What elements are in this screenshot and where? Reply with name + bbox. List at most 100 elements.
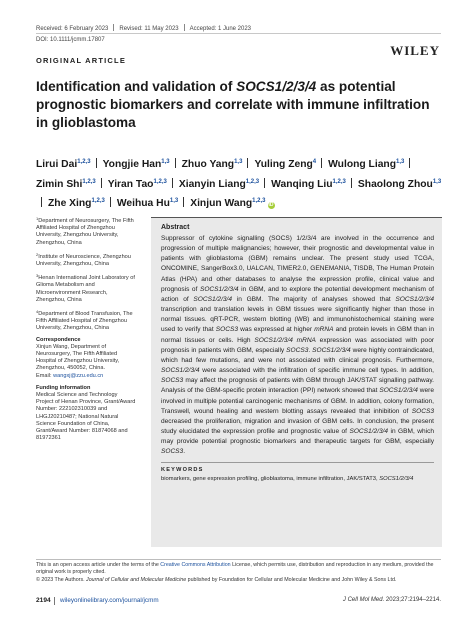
author-divider xyxy=(321,158,323,168)
affiliation-marker: 2 xyxy=(36,251,39,257)
author-name[interactable]: Zimin Shi xyxy=(36,178,83,190)
abstract-gene-term: SOCS3 xyxy=(215,326,238,334)
author-affiliation-marker: 1,3 xyxy=(234,159,243,165)
author-divider xyxy=(350,177,352,188)
keywords-text: biomarkers, gene expression profiling, g… xyxy=(161,475,434,483)
orcid-icon[interactable]: iD xyxy=(267,202,275,209)
author-affiliation-marker: 1,2,3 xyxy=(153,178,167,185)
author-divider xyxy=(247,158,249,168)
author-name[interactable]: Wulong Liang xyxy=(328,159,397,170)
author-entry: Wulong Liang1,3 xyxy=(328,159,404,170)
author-name[interactable]: Yuling Zeng xyxy=(254,159,313,170)
keywords-heading: KEYWORDS xyxy=(161,467,204,474)
abstract-gene-term: SOCS1/2/3/4 xyxy=(199,285,239,293)
author-name[interactable]: Lirui Dai xyxy=(36,159,78,170)
abstract-segment: in GBM, which may provide potential prog… xyxy=(161,427,434,446)
author-entry: Yongjie Han1,3 xyxy=(103,159,170,170)
abstract-gene-term: SOCS3 xyxy=(161,377,184,385)
affiliation-marker: 4 xyxy=(36,309,39,315)
affiliation-item: 1Department of Neurosurgery, The Fifth A… xyxy=(36,215,136,247)
journal-website-link[interactable]: wileyonlinelibrary.com/journal/jcmm xyxy=(60,597,159,604)
creative-commons-link[interactable]: Creative Commons Attribution xyxy=(160,562,231,568)
author-entry: Zhe Xing1,2,3 xyxy=(48,198,105,209)
abstract-segment: were associated with the infiltration of… xyxy=(199,367,434,375)
title-text: Identification and validation of xyxy=(36,79,237,94)
correspondence-block: Correspondence Xinjun Wang, Department o… xyxy=(36,337,136,380)
abstract-box: Abstract Suppressor of cytokine signalli… xyxy=(151,217,442,547)
author-affiliation-marker: 1,3 xyxy=(169,198,179,204)
author-affiliation-marker: 1,2,3 xyxy=(82,178,96,185)
author-name[interactable]: Shaolong Zhou xyxy=(357,178,433,190)
abstract-gene-term: SOCS1/2/3/4 xyxy=(193,295,232,303)
abstract-gene-term: SOCS1/2/3/4 xyxy=(379,387,418,395)
abstract-gene-term: SOCS1/2/3/4 mRNA xyxy=(254,336,316,344)
affiliation-text: Department of Neurosurgery, The Fifth Af… xyxy=(36,218,134,246)
correspondence-text: Xinjun Wang, Department of Neurosurgery,… xyxy=(36,343,120,372)
accepted-date: Accepted: 1 June 2023 xyxy=(189,26,252,32)
author-affiliation-marker: 1,2,3 xyxy=(91,198,105,204)
affiliation-marker: 1 xyxy=(36,216,39,221)
abstract-gene-term: SOCS1/2/3/4 xyxy=(161,367,200,375)
abstract-gene-term: SOCS1/2/3/4 xyxy=(312,346,351,354)
abstract-segment: and protein levels in GBM than in normal… xyxy=(161,326,434,344)
author-entry: Zimin Shi1,2,3 xyxy=(36,179,96,190)
affiliation-item: 3Henan International Joint Laboratory of… xyxy=(36,272,136,304)
author-entry: Shaolong Zhou1,3 xyxy=(358,179,441,190)
keywords-list: biomarkers, gene expression profiling, g… xyxy=(161,476,380,483)
author-entry: Xianyin Liang1,2,3 xyxy=(179,179,259,190)
abstract-segment: in GBM, and to explore the potential dev… xyxy=(161,285,434,303)
funding-heading: Funding information xyxy=(36,384,91,391)
copyright-text-end: published by Foundation for Cellular and… xyxy=(186,576,397,583)
author-entry: Yiran Tao1,2,3 xyxy=(108,179,167,190)
abstract-gene-term: mRNA xyxy=(314,326,334,334)
license-line1: This is an open access article under the… xyxy=(36,562,161,568)
author-name[interactable]: Yongjie Han xyxy=(102,159,162,170)
abstract-segment: in GBM. The majority of analyses showed … xyxy=(232,295,396,303)
footer-divider xyxy=(54,597,55,605)
author-entry: Yuling Zeng4 xyxy=(254,159,316,170)
affiliation-text: Henan International Joint Laboratory of … xyxy=(36,275,135,303)
copyright-text: © 2023 The Authors. xyxy=(36,576,87,583)
author-name[interactable]: Xinjun Wang xyxy=(190,198,253,209)
author-info-column: 1Department of Neurosurgery, The Fifth A… xyxy=(36,215,136,447)
abstract-gene-term: SOCS1/2/3/4 xyxy=(349,427,389,435)
abstract-segment: was expressed at higher xyxy=(237,326,315,334)
email-link[interactable]: wangxj@zzu.edu.cn xyxy=(53,372,104,379)
title-text-end: as potential prognostic biomarkers and c… xyxy=(36,79,430,130)
publication-dates: Received: 6 February 2023 Revised: 11 May… xyxy=(36,24,446,32)
author-divider xyxy=(41,197,42,207)
abstract-gene-term: SOCS3 xyxy=(411,407,434,415)
author-name[interactable]: Yiran Tao xyxy=(107,178,154,190)
revised-date: Revised: 11 May 2023 xyxy=(119,26,179,32)
author-name[interactable]: Zhe Xing xyxy=(48,198,92,209)
title-gene: SOCS1/2/3/4 xyxy=(236,79,317,94)
author-entry: Lirui Dai1,2,3 xyxy=(36,159,91,170)
author-affiliation-marker: 1,3 xyxy=(396,159,405,165)
abstract-gene-term: SOCS3 xyxy=(161,448,184,456)
date-divider xyxy=(113,24,115,31)
funding-block: Funding information Medical Science and … xyxy=(36,385,136,443)
author-name[interactable]: Xianyin Liang xyxy=(178,178,246,190)
abstract-divider xyxy=(161,462,434,464)
funding-text: Medical Science and Technology Project o… xyxy=(36,392,136,442)
affiliation-text: Department of Blood Transfusion, The Fif… xyxy=(36,311,133,332)
author-affiliation-marker: 1,3 xyxy=(432,178,442,185)
copyright-journal: Journal of Cellular and Molecular Medici… xyxy=(86,576,187,583)
author-name[interactable]: Zhuo Yang xyxy=(181,159,235,170)
author-divider xyxy=(174,158,176,168)
affiliation-text: Institute of Neuroscience, Zhengzhou Uni… xyxy=(36,253,131,268)
abstract-text: Suppressor of cytokine signalling (SOCS)… xyxy=(161,234,434,457)
abstract-segment: may affect the prognosis of patients wit… xyxy=(161,377,434,395)
correspondence-heading: Correspondence xyxy=(36,336,81,343)
abstract-segment: . xyxy=(183,448,186,456)
author-name[interactable]: Weihua Hu xyxy=(116,198,170,209)
abstract-segment: were involved in multiple potential carc… xyxy=(161,387,434,415)
correspondence-email[interactable]: Email: wangxj@zzu.edu.cn xyxy=(36,373,136,380)
affiliation-item: 2Institute of Neuroscience, Zhengzhou Un… xyxy=(36,251,136,268)
author-name[interactable]: Wanqing Liu xyxy=(271,178,333,190)
author-divider xyxy=(95,158,97,168)
author-affiliation-marker: 1,2,3 xyxy=(245,178,260,185)
date-divider xyxy=(183,24,185,31)
doi-link[interactable]: DOI: 10.1111/jcmm.17807 xyxy=(36,37,105,43)
author-divider xyxy=(100,177,102,188)
